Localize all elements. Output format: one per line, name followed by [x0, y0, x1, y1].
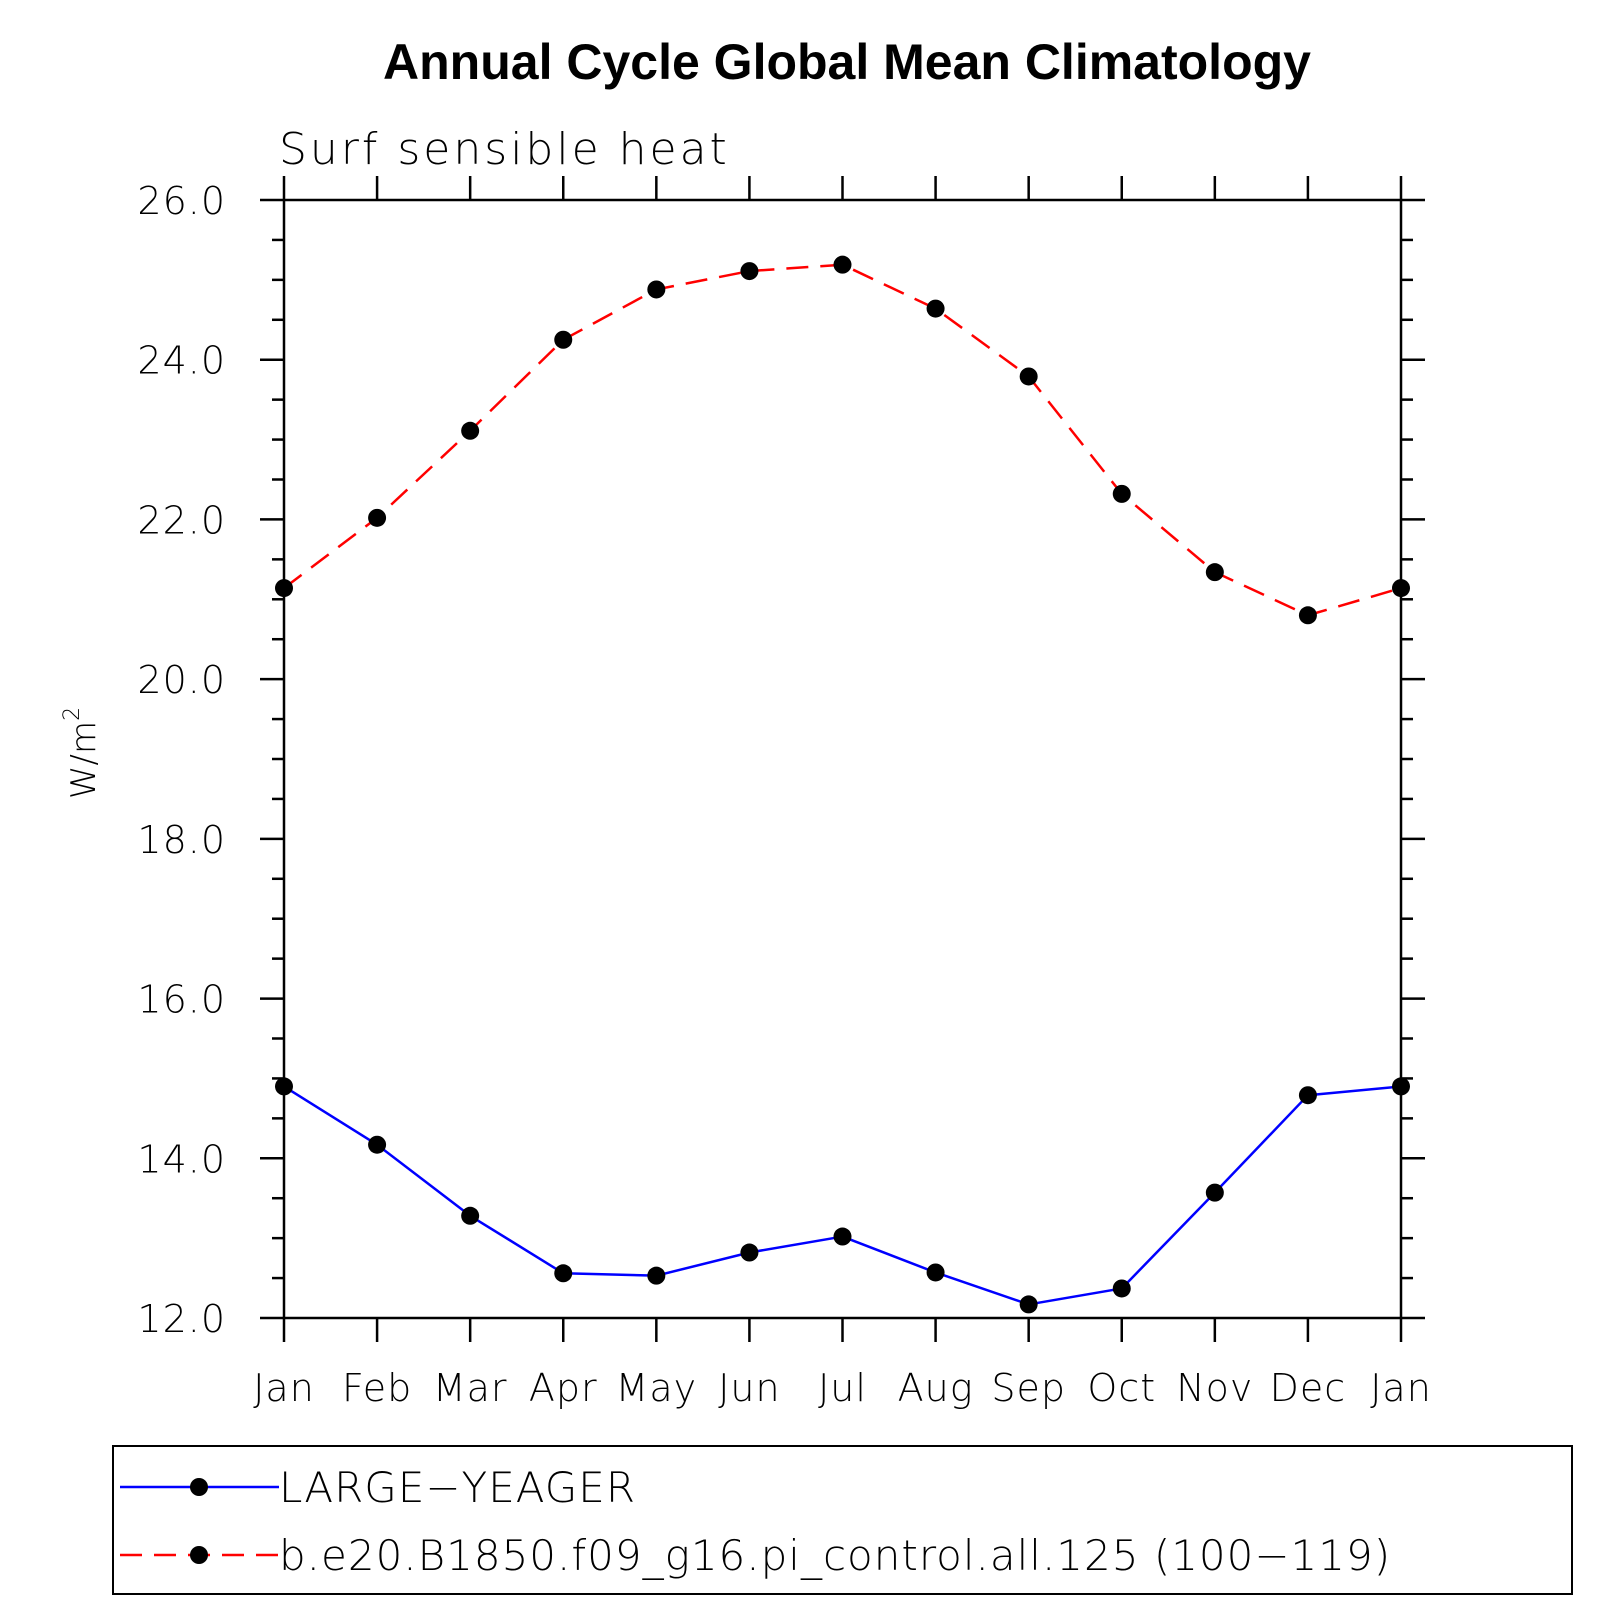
y-axis-label: W/m2 [60, 707, 104, 799]
x-tick-label: Sep [991, 1366, 1066, 1410]
data-point [833, 1227, 852, 1246]
data-point [1112, 484, 1131, 503]
series-1 [275, 1077, 1410, 1314]
data-point [554, 1264, 573, 1283]
data-point [740, 262, 759, 281]
plot-frame [282, 198, 1403, 1320]
data-point [647, 1266, 666, 1285]
y-tick-label: 24.0 [137, 339, 226, 383]
data-point [368, 1135, 387, 1154]
x-tick-label: Oct [1087, 1366, 1156, 1410]
x-tick-label: Jul [818, 1366, 867, 1410]
x-tick-label: Mar [433, 1366, 508, 1410]
data-point [1019, 367, 1038, 386]
data-point [368, 508, 387, 527]
legend-entry-1: LARGE−YEAGER [120, 1463, 636, 1512]
data-point [554, 330, 573, 349]
data-point [1205, 563, 1224, 582]
series-2 [275, 255, 1410, 625]
data-point [1205, 1183, 1224, 1202]
axis-ticks: Jan Feb Mar Apr May Jun Jul Aug Sep Oct Nov Dec Jan 1… [137, 176, 1431, 1410]
x-tick-label: Nov [1176, 1366, 1253, 1410]
legend-marker [190, 1478, 208, 1496]
legend-box [112, 1445, 1573, 1595]
data-point [1112, 1279, 1131, 1298]
y-tick-label: 20.0 [137, 658, 226, 702]
data-point [647, 280, 666, 299]
legend: LARGE−YEAGER b.e20.B1850.f09_g16.pi_contr… [112, 1445, 1573, 1595]
series-line [283, 263, 1402, 617]
y-tick-label: 12.0 [137, 1297, 226, 1341]
x-tick-label: Jun [718, 1366, 780, 1410]
legend-label: b.e20.B1850.f09_g16.pi_control.all.125 (… [279, 1531, 1391, 1580]
y-axis-label-unit: W/m [64, 721, 104, 799]
data-point [740, 1243, 759, 1262]
data-point [926, 299, 945, 318]
legend-entry-2: b.e20.B1850.f09_g16.pi_control.all.125 (… [120, 1531, 1391, 1580]
data-point [926, 1263, 945, 1282]
series-line [283, 1085, 1402, 1306]
chart-subtitle: Surf sensible heat [279, 124, 730, 175]
x-tick-label: Jan [1370, 1366, 1432, 1410]
y-axis-label-exponent: 2 [60, 707, 85, 721]
y-tick-label: 16.0 [137, 978, 226, 1022]
data-point [1298, 1086, 1317, 1105]
data-point [833, 255, 852, 274]
y-tick-label: 26.0 [137, 179, 226, 223]
x-tick-label: Aug [898, 1366, 974, 1410]
y-tick-label: 14.0 [137, 1137, 226, 1181]
x-tick-label: Feb [342, 1366, 412, 1410]
legend-marker [190, 1546, 208, 1564]
x-tick-label: Jan [253, 1366, 315, 1410]
series-layer [275, 255, 1410, 1314]
x-tick-label: May [616, 1366, 698, 1410]
y-tick-label: 18.0 [137, 818, 226, 862]
data-point [1019, 1295, 1038, 1314]
chart-title: Annual Cycle Global Mean Climatology [383, 34, 1311, 90]
data-point [461, 421, 480, 440]
x-tick-label: Dec [1270, 1366, 1347, 1410]
y-tick-label: 22.0 [137, 498, 226, 542]
data-point [461, 1206, 480, 1225]
data-point [1298, 606, 1317, 625]
legend-label: LARGE−YEAGER [279, 1463, 636, 1512]
x-tick-label: Apr [529, 1366, 598, 1410]
